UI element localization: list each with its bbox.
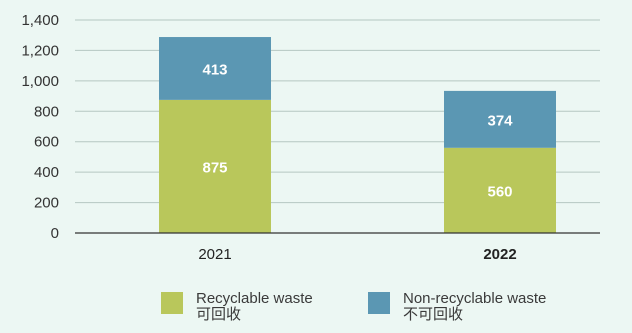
y-tick-label: 1,000 [21,73,59,90]
legend-label-non-recyclable: Non-recyclable waste [403,290,547,307]
legend-swatch-non-recyclable [368,292,390,314]
y-tick-label: 1,400 [21,12,59,29]
x-tick-label: 2021 [198,246,231,263]
data-label-2022-recyclable: 560 [487,183,512,200]
bar-2022-non-recyclable [444,90,556,148]
y-tick-label: 800 [34,103,59,120]
data-label-2021-recyclable: 875 [202,159,227,176]
legend-item-recyclable: Recyclable waste 可回收 [161,291,313,323]
bar-2021-recyclable [159,99,271,233]
y-tick-label: 400 [34,164,59,181]
legend-label-recyclable-zh: 可回收 [196,306,242,323]
y-tick-label: 0 [51,225,59,242]
bar-2021-non-recyclable [159,37,271,100]
legend-label-non-recyclable-zh: 不可回收 [403,306,464,323]
bar-2022-recyclable [444,147,556,233]
x-tick-label: 2022 [483,246,516,263]
legend-label-recyclable: Recyclable waste [196,290,313,307]
y-tick-label: 600 [34,134,59,151]
data-label-2021-non-recyclable: 413 [202,61,227,78]
data-label-2022-non-recyclable: 374 [487,112,513,129]
legend-item-non-recyclable: Non-recyclable waste 不可回收 [368,291,546,323]
y-tick-label: 1,200 [21,42,59,59]
y-tick-label: 200 [34,195,59,212]
legend-swatch-recyclable [161,292,183,314]
